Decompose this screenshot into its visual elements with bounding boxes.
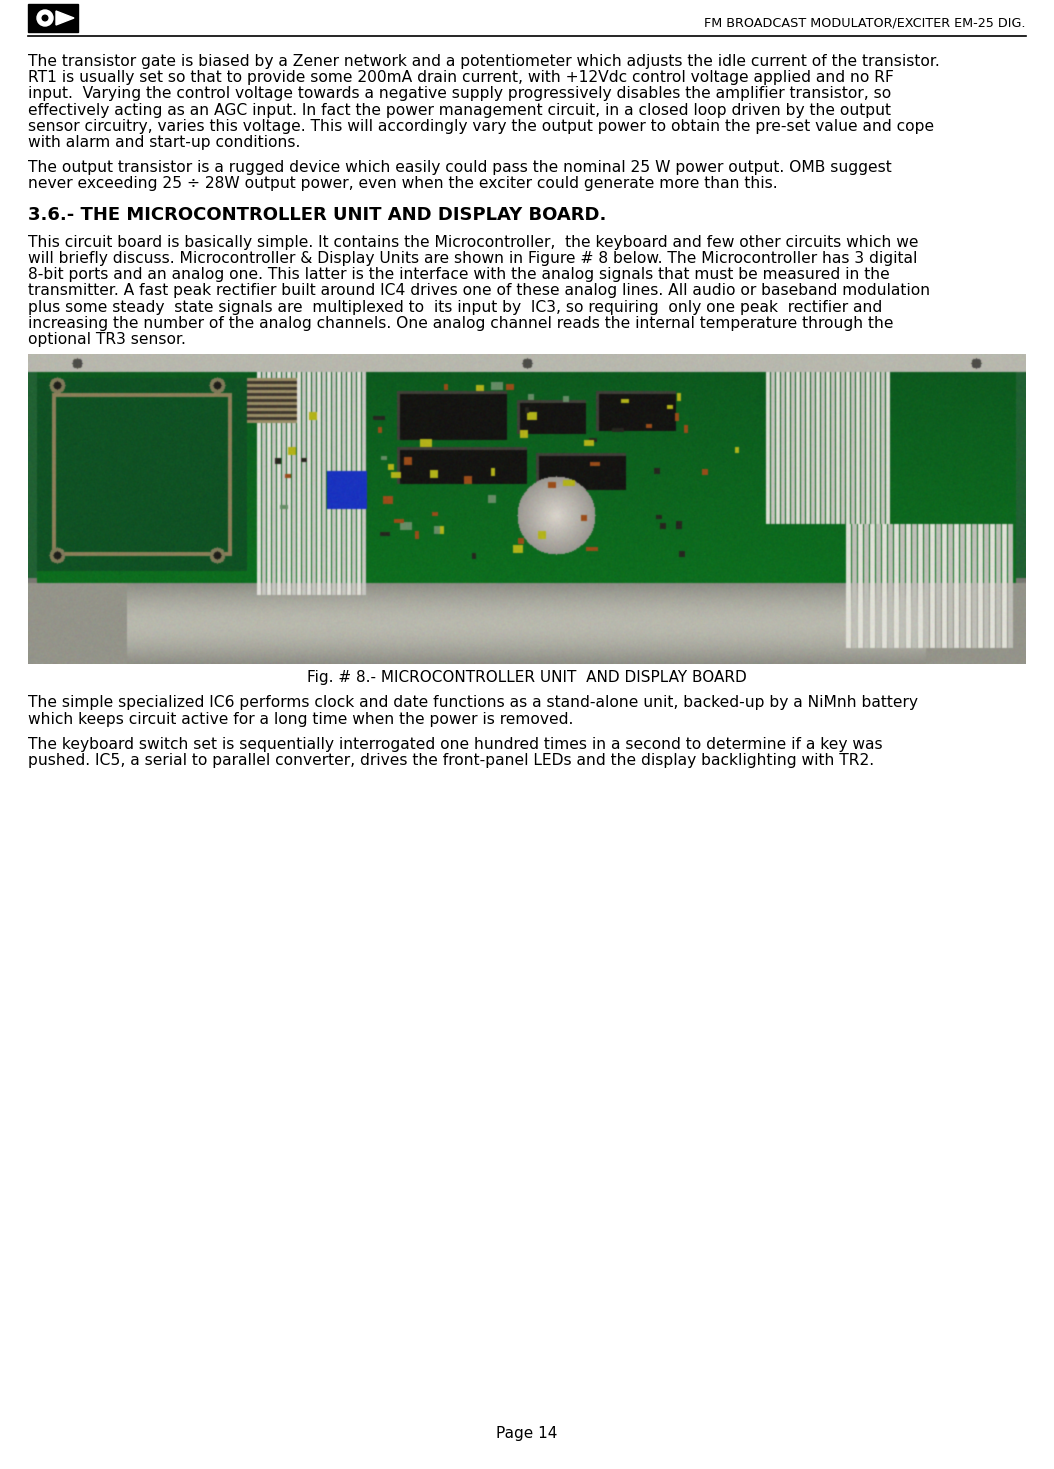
- Text: increasing the number of the analog channels. One analog channel reads the inter: increasing the number of the analog chan…: [28, 316, 894, 331]
- Text: effectively acting as an AGC input. In fact the power management circuit, in a c: effectively acting as an AGC input. In f…: [28, 103, 891, 118]
- Text: which keeps circuit active for a long time when the power is removed.: which keeps circuit active for a long ti…: [28, 711, 573, 727]
- Text: 3.6.- THE MICROCONTROLLER UNIT AND DISPLAY BOARD.: 3.6.- THE MICROCONTROLLER UNIT AND DISPL…: [28, 206, 606, 223]
- Text: 8-bit ports and an analog one. This latter is the interface with the analog sign: 8-bit ports and an analog one. This latt…: [28, 267, 890, 282]
- Text: RT1 is usually set so that to provide some 200mA drain current, with +12Vdc cont: RT1 is usually set so that to provide so…: [28, 71, 894, 85]
- Circle shape: [42, 15, 47, 21]
- Text: optional TR3 sensor.: optional TR3 sensor.: [28, 332, 186, 347]
- Text: transmitter. A fast peak rectifier built around IC4 drives one of these analog l: transmitter. A fast peak rectifier built…: [28, 284, 930, 298]
- Text: pushed. IC5, a serial to parallel converter, drives the front-panel LEDs and the: pushed. IC5, a serial to parallel conver…: [28, 754, 874, 768]
- Text: plus some steady  state signals are  multiplexed to  its input by  IC3, so requi: plus some steady state signals are multi…: [28, 300, 882, 314]
- Text: will briefly discuss. Microcontroller & Display Units are shown in Figure # 8 be: will briefly discuss. Microcontroller & …: [28, 251, 917, 266]
- Text: This circuit board is basically simple. It contains the Microcontroller,  the ke: This circuit board is basically simple. …: [28, 235, 918, 250]
- Text: with alarm and start-up conditions.: with alarm and start-up conditions.: [28, 135, 300, 150]
- Text: The transistor gate is biased by a Zener network and a potentiometer which adjus: The transistor gate is biased by a Zener…: [28, 54, 940, 69]
- Text: Fig. # 8.- MICROCONTROLLER UNIT  AND DISPLAY BOARD: Fig. # 8.- MICROCONTROLLER UNIT AND DISP…: [307, 670, 747, 685]
- Bar: [28, 4, 78, 32]
- Text: Page 14: Page 14: [496, 1426, 558, 1441]
- Text: The simple specialized IC6 performs clock and date functions as a stand-alone un: The simple specialized IC6 performs cloc…: [28, 695, 918, 711]
- Text: input.  Varying the control voltage towards a negative supply progressively disa: input. Varying the control voltage towar…: [28, 87, 892, 101]
- Text: FM BROADCAST MODULATOR/EXCITER EM-25 DIG.: FM BROADCAST MODULATOR/EXCITER EM-25 DIG…: [704, 16, 1026, 29]
- Text: The keyboard switch set is sequentially interrogated one hundred times in a seco: The keyboard switch set is sequentially …: [28, 737, 882, 752]
- Circle shape: [37, 10, 53, 26]
- Text: The output transistor is a rugged device which easily could pass the nominal 25 : The output transistor is a rugged device…: [28, 160, 892, 175]
- Polygon shape: [56, 10, 74, 25]
- Text: never exceeding 25 ÷ 28W output power, even when the exciter could generate more: never exceeding 25 ÷ 28W output power, e…: [28, 176, 778, 191]
- Text: sensor circuitry, varies this voltage. This will accordingly vary the output pow: sensor circuitry, varies this voltage. T…: [28, 119, 934, 134]
